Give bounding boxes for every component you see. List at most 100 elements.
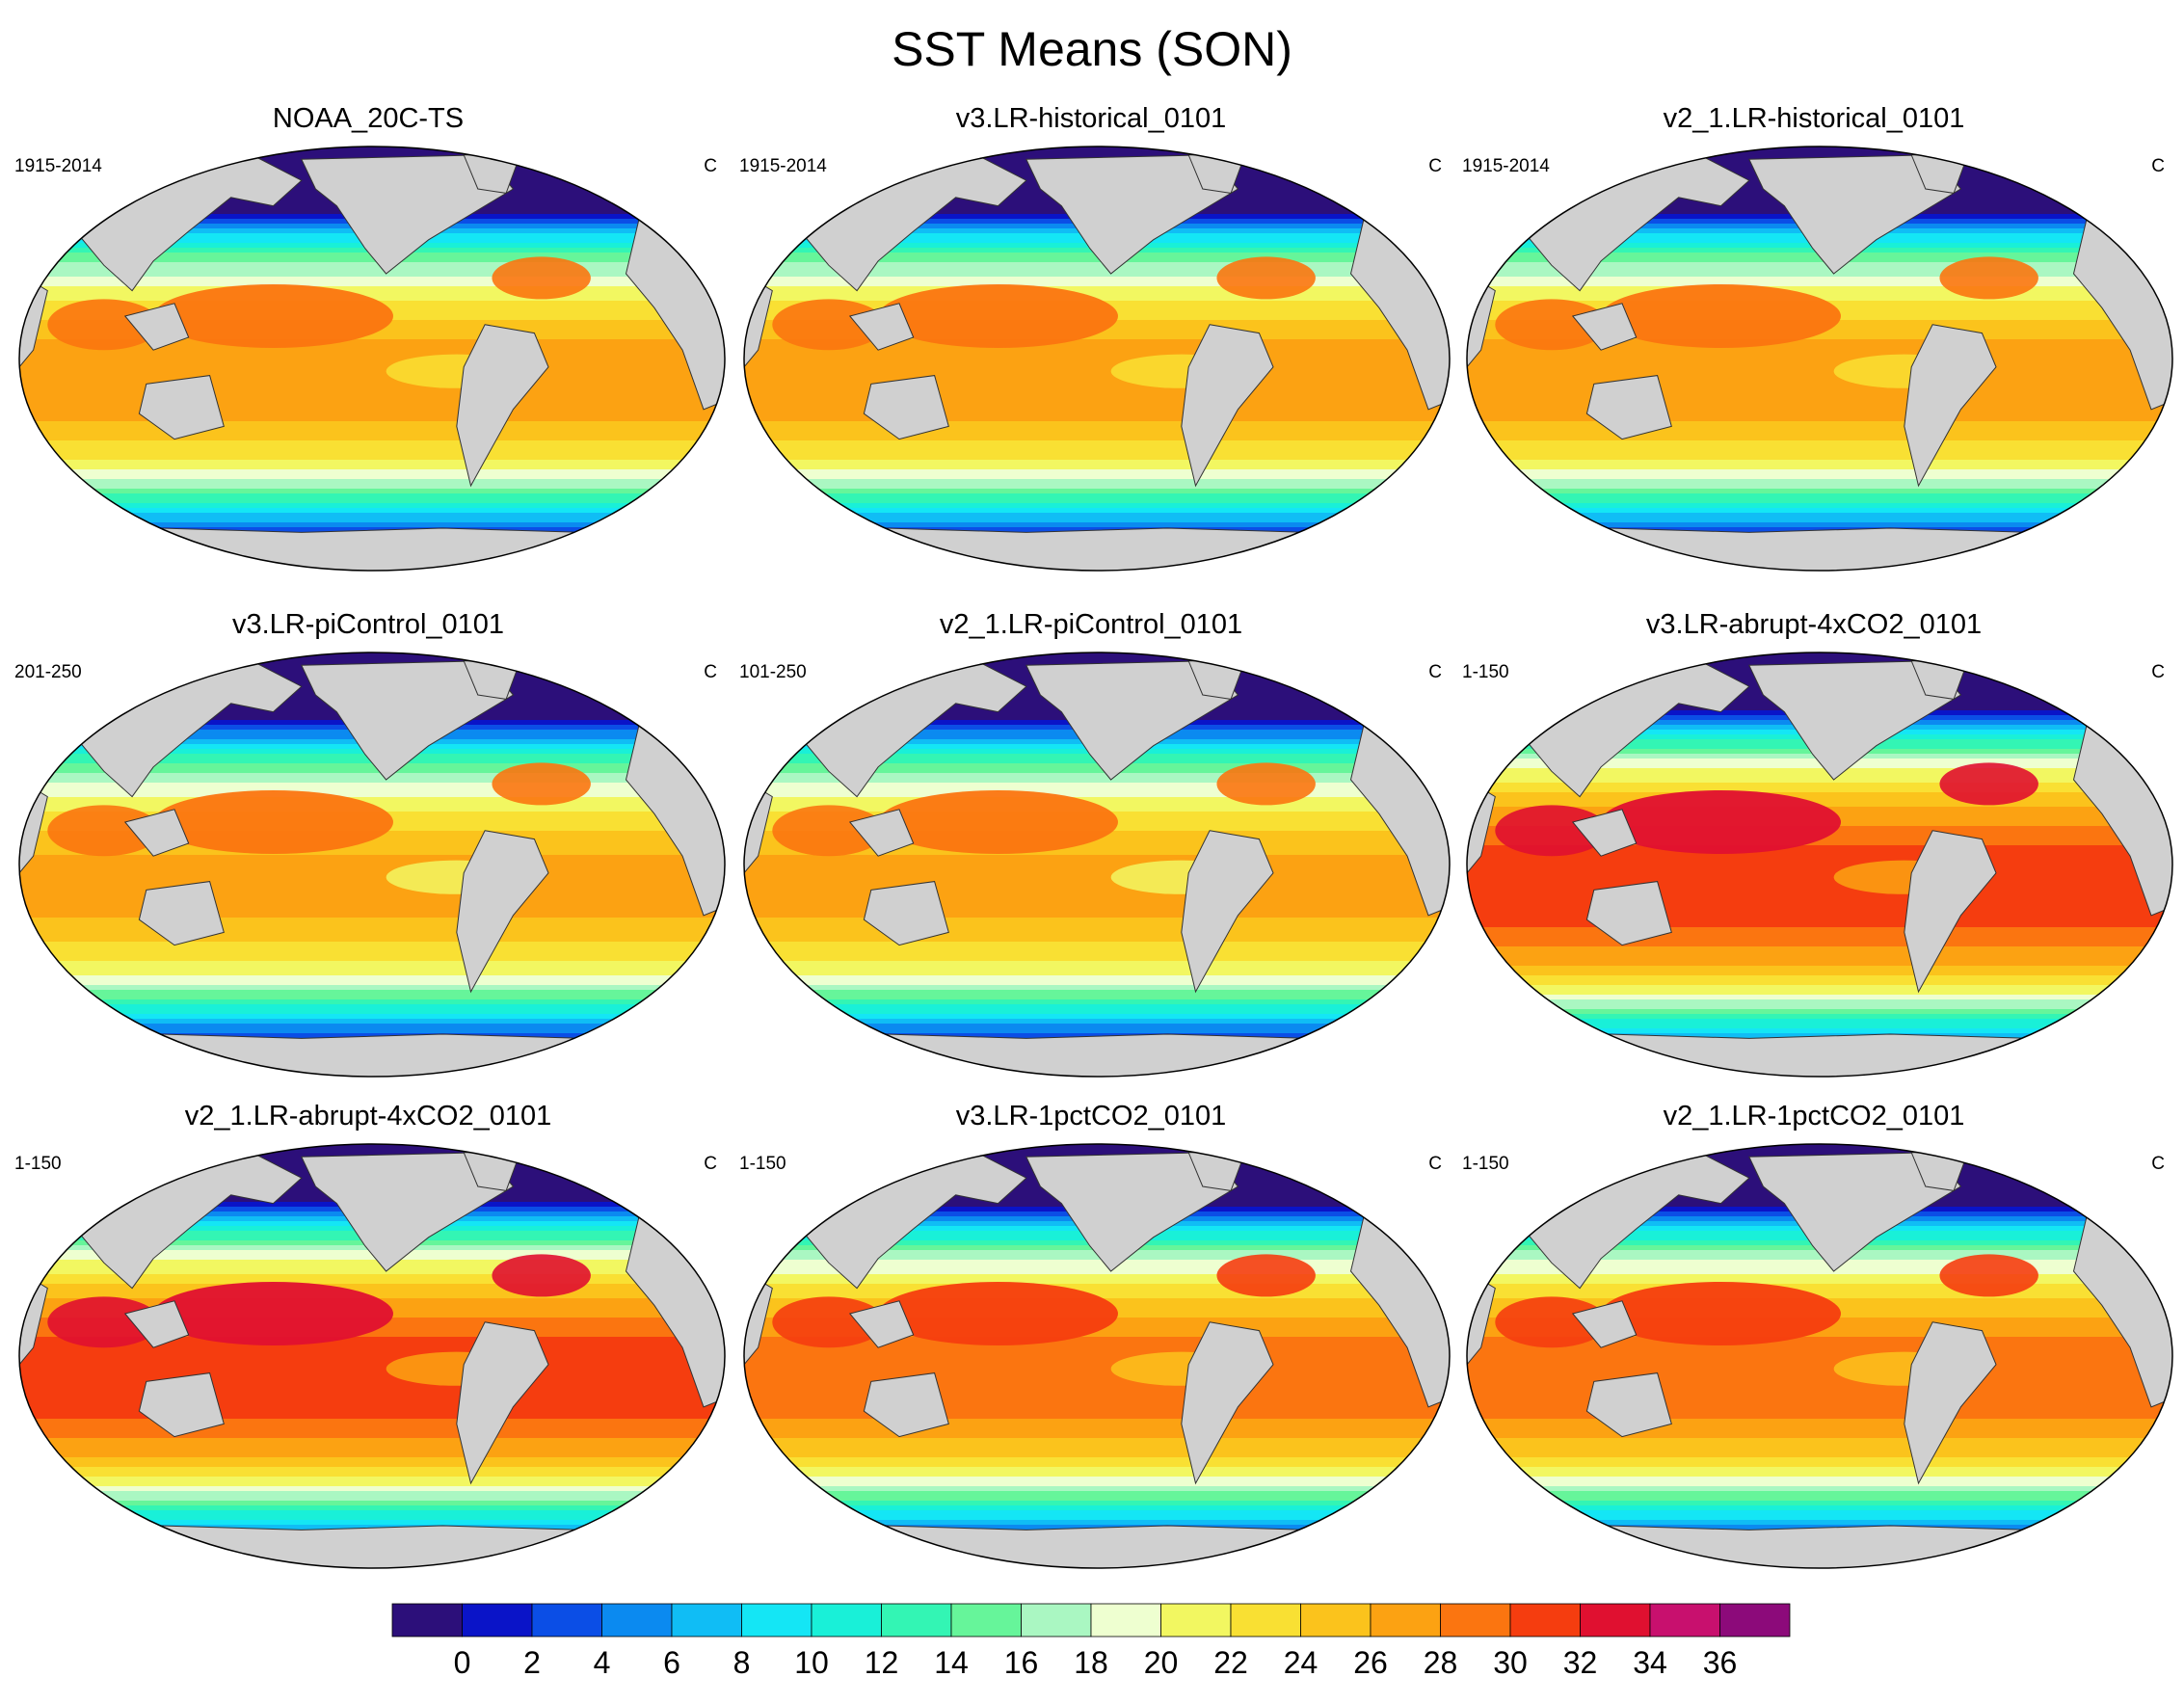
sst-band <box>19 344 725 350</box>
sst-band <box>744 1269 1450 1275</box>
sst-band <box>1467 151 2172 157</box>
sst-band <box>1467 392 2172 398</box>
sst-band <box>1467 1019 2172 1025</box>
sst-band <box>744 1346 1450 1352</box>
sst-band <box>744 373 1450 379</box>
sst-band <box>1467 1515 2172 1521</box>
sst-band <box>19 412 725 417</box>
sst-band <box>1467 1467 2172 1473</box>
sst-band <box>744 1255 1450 1261</box>
sst-band <box>19 1385 725 1391</box>
sst-band <box>1467 999 2172 1005</box>
sst-band <box>1467 879 2172 885</box>
sst-band <box>1467 272 2172 278</box>
land-mass <box>19 1033 725 1077</box>
sst-band <box>744 1371 1450 1376</box>
sst-band <box>1467 363 2172 369</box>
sst-band <box>744 407 1450 413</box>
sst-band <box>744 1477 1450 1482</box>
sst-band <box>19 985 725 991</box>
sst-band <box>19 893 725 899</box>
sst-band <box>1467 407 2172 413</box>
sst-band <box>744 975 1450 981</box>
sst-band <box>19 1433 725 1439</box>
sst-band <box>1467 344 2172 350</box>
sst-band <box>19 999 725 1005</box>
land-mass <box>123 303 190 351</box>
sst-band <box>744 1419 1450 1424</box>
sst-band <box>744 778 1450 784</box>
colorbar-swatch <box>1160 1603 1232 1637</box>
sst-band <box>744 942 1450 947</box>
sst-band <box>744 999 1450 1005</box>
land-mass <box>1467 1525 2172 1568</box>
sst-band <box>19 903 725 909</box>
sst-band <box>19 1395 725 1400</box>
sst-band <box>1467 1255 2172 1261</box>
sst-band <box>744 1486 1450 1492</box>
sst-band <box>744 1284 1450 1290</box>
sst-band <box>19 1024 725 1029</box>
land-mass <box>456 830 549 994</box>
sst-band <box>19 339 725 345</box>
sst-band <box>19 768 725 774</box>
sst-band <box>1467 387 2172 393</box>
colorbar-tick-label: 16 <box>1004 1645 1039 1680</box>
sst-band <box>744 1380 1450 1386</box>
sst-band <box>19 431 725 437</box>
sst-band <box>19 291 725 297</box>
sst-band <box>1467 1390 2172 1396</box>
sst-band <box>744 518 1450 523</box>
map-panel: NOAA_20C-TS 1915-2014 C <box>14 103 726 572</box>
land-mass <box>1181 830 1274 994</box>
sst-band <box>744 1501 1450 1506</box>
sst-band <box>19 951 725 957</box>
sst-band <box>19 1452 725 1458</box>
sst-band <box>19 522 725 528</box>
sst-band <box>19 1289 725 1294</box>
sst-band <box>19 980 725 986</box>
sst-band <box>1467 778 2172 784</box>
sst-band <box>744 961 1450 967</box>
warm-pool <box>1601 790 1841 854</box>
sst-band <box>744 1014 1450 1020</box>
panel-title: v2_1.LR-1pctCO2_0101 <box>1664 1101 1965 1132</box>
warm-pool <box>878 1282 1118 1345</box>
panel-title: v3.LR-piControl_0101 <box>232 609 504 640</box>
sst-band <box>19 445 725 451</box>
sst-band <box>19 1346 725 1352</box>
sst-band <box>744 1337 1450 1343</box>
sst-band <box>1467 286 2172 292</box>
colorbar-tick-label: 36 <box>1703 1645 1738 1680</box>
sst-band <box>19 474 725 480</box>
sst-band <box>19 1255 725 1261</box>
sst-band <box>1467 469 2172 475</box>
sst-band <box>19 956 725 962</box>
sst-band <box>19 1481 725 1487</box>
sst-band <box>1467 493 2172 499</box>
warm-pool <box>1601 284 1841 348</box>
sst-band <box>744 455 1450 461</box>
sst-band <box>744 860 1450 865</box>
sst-band <box>744 884 1450 890</box>
sst-band <box>1467 383 2172 388</box>
land-mass <box>138 881 225 946</box>
sst-band <box>744 1515 1450 1521</box>
colorbar-swatch <box>1230 1603 1301 1637</box>
map-outline <box>18 1143 726 1569</box>
sst-band <box>744 465 1450 470</box>
sst-band <box>1467 1144 2172 1150</box>
sst-band <box>1467 412 2172 417</box>
sst-band <box>19 990 725 996</box>
warm-pool <box>153 790 393 854</box>
land-mass <box>1467 527 2172 571</box>
sst-band <box>19 151 725 157</box>
sst-band <box>19 436 725 441</box>
map-panel: v3.LR-1pctCO2_0101 1-150 C <box>739 1101 1451 1569</box>
sst-band <box>744 990 1450 996</box>
sst-band <box>744 966 1450 972</box>
sst-band <box>744 1332 1450 1338</box>
colorbar-tick-label: 24 <box>1284 1645 1318 1680</box>
sst-band <box>744 151 1450 157</box>
panel-units: C <box>2151 662 2165 682</box>
